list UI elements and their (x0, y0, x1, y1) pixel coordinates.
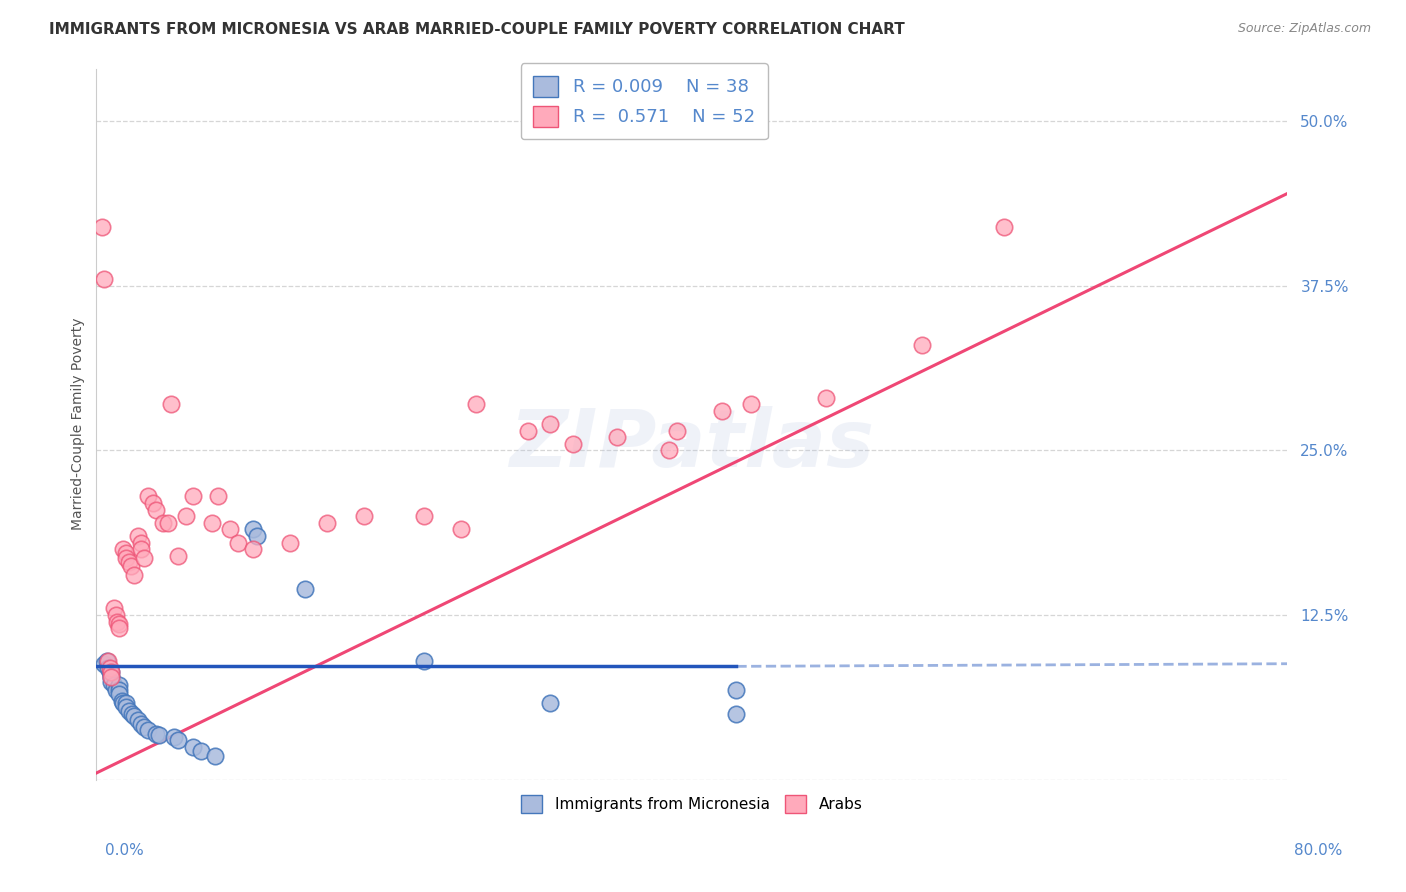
Point (100, 675, 122, 690)
Point (97, 654, 120, 668)
Point (219, 523, 242, 537)
Point (105, 615, 128, 629)
Point (167, 733, 190, 747)
Point (167, 549, 190, 563)
Text: IMMIGRANTS FROM MICRONESIA VS ARAB MARRIED-COUPLE FAMILY POVERTY CORRELATION CHA: IMMIGRANTS FROM MICRONESIA VS ARAB MARRI… (49, 22, 905, 37)
Point (911, 338, 934, 352)
Point (104, 683, 127, 698)
Point (107, 621, 129, 635)
Point (107, 683, 129, 698)
Point (121, 706, 143, 721)
Point (100, 665, 122, 679)
Legend: Immigrants from Micronesia, Arabs: Immigrants from Micronesia, Arabs (509, 783, 875, 825)
Point (132, 551, 155, 566)
Point (814, 391, 837, 405)
Point (538, 696, 561, 710)
Point (129, 535, 152, 549)
Point (129, 542, 152, 557)
Point (201, 516, 224, 530)
Point (517, 424, 540, 438)
Point (412, 509, 434, 524)
Point (606, 430, 628, 444)
Point (115, 700, 138, 714)
Point (97, 661, 120, 675)
Point (142, 496, 165, 510)
Text: Source: ZipAtlas.com: Source: ZipAtlas.com (1237, 22, 1371, 36)
Point (107, 617, 129, 632)
Point (103, 601, 125, 615)
Point (294, 582, 316, 596)
Point (207, 490, 229, 504)
Point (120, 559, 142, 574)
Point (316, 516, 339, 530)
Point (100, 670, 122, 684)
Point (242, 542, 264, 557)
Point (226, 535, 249, 549)
Point (111, 693, 134, 707)
Point (91, 219, 114, 234)
Point (145, 726, 167, 740)
Point (665, 424, 688, 438)
Point (100, 670, 122, 684)
Point (658, 443, 681, 458)
Point (138, 490, 160, 504)
Point (107, 678, 129, 692)
Point (122, 568, 145, 582)
Y-axis label: Married-Couple Family Poverty: Married-Couple Family Poverty (72, 318, 86, 531)
Point (115, 551, 138, 566)
Point (93, 657, 115, 671)
Point (122, 709, 145, 723)
Point (725, 683, 748, 698)
Point (156, 516, 179, 530)
Point (725, 706, 748, 721)
Point (100, 670, 122, 684)
Point (464, 397, 486, 411)
Point (100, 665, 122, 679)
Point (118, 555, 141, 569)
Point (561, 437, 583, 451)
Point (740, 397, 762, 411)
Point (103, 678, 125, 692)
Point (118, 704, 141, 718)
Point (159, 397, 181, 411)
Point (145, 502, 167, 516)
Point (246, 529, 269, 543)
Point (538, 417, 561, 431)
Text: 80.0%: 80.0% (1295, 843, 1343, 858)
Point (138, 723, 160, 737)
Text: ZIPatlas: ZIPatlas (509, 407, 875, 484)
Point (181, 739, 204, 754)
Point (353, 509, 375, 524)
Point (115, 546, 138, 560)
Point (98, 665, 121, 679)
Text: 0.0%: 0.0% (105, 843, 145, 858)
Point (107, 687, 129, 701)
Point (98, 661, 121, 675)
Point (278, 535, 301, 549)
Point (115, 696, 138, 710)
Point (450, 523, 472, 537)
Point (181, 490, 204, 504)
Point (204, 748, 226, 763)
Point (710, 404, 733, 418)
Point (993, 219, 1015, 234)
Point (96, 654, 118, 668)
Point (93, 272, 115, 286)
Point (412, 654, 434, 668)
Point (163, 731, 186, 745)
Point (112, 542, 135, 557)
Point (152, 516, 174, 530)
Point (127, 529, 149, 543)
Point (127, 714, 149, 728)
Point (129, 717, 152, 731)
Point (174, 509, 197, 524)
Point (148, 728, 170, 742)
Point (104, 607, 127, 622)
Point (112, 696, 135, 710)
Point (190, 744, 212, 758)
Point (242, 523, 264, 537)
Point (132, 720, 155, 734)
